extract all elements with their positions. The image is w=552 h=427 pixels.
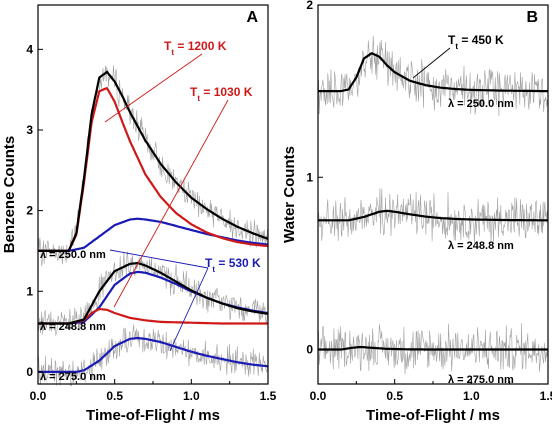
fit-curve-red-1	[38, 87, 269, 252]
y-tick-label: 1	[26, 284, 33, 298]
x-tick-label: 0.5	[106, 389, 123, 403]
fit-curve-blue-1	[38, 217, 269, 252]
y-tick-label: 3	[26, 123, 33, 137]
wavelength-label-3: λ = 275.0 nm	[448, 374, 514, 386]
wavelength-label-1: λ = 250.0 nm	[448, 98, 514, 110]
fit-curve-blue-3	[38, 336, 269, 373]
annotation-temperature-2: Tt = 1030 K	[190, 85, 253, 103]
annotation-leader-line-3	[109, 249, 209, 269]
y-axis-label: Water Counts	[281, 146, 298, 243]
y-tick-label: 1	[306, 170, 313, 184]
y-tick-label: 0	[26, 365, 33, 379]
fit-curve-fit-1	[38, 70, 269, 252]
x-axis-label: Time-of-Flight / ms	[366, 407, 500, 424]
y-tick-label: 2	[26, 204, 33, 218]
wavelength-label-2: λ = 248.8 nm	[40, 321, 106, 333]
panel-label: A	[246, 9, 258, 26]
annotation-leader-line-1	[104, 53, 203, 123]
x-tick-label: 1.5	[540, 389, 552, 403]
fit-curve-fit-2	[38, 261, 269, 325]
wavelength-label-2: λ = 248.8 nm	[448, 240, 514, 252]
annotation-temperature-1: Tt = 1200 K	[164, 39, 227, 57]
annotation-leader-line-1	[412, 47, 451, 79]
fit-curve-fit-3	[318, 345, 548, 351]
y-axis-label: Benzene Counts	[1, 136, 18, 254]
annotation-leader-line-2	[113, 99, 229, 308]
annotation-leader-line-3	[169, 267, 209, 352]
panel-label: B	[526, 9, 538, 26]
fit-curve-red-2	[38, 307, 268, 325]
raw-data-trace-3	[317, 323, 548, 375]
raw-data-trace-2	[317, 188, 548, 244]
x-tick-label: 0.0	[310, 389, 327, 403]
wavelength-label-3: λ = 275.0 nm	[40, 371, 106, 383]
y-tick-label: 2	[306, 0, 313, 12]
x-tick-label: 0.5	[386, 389, 403, 403]
x-tick-label: 1.0	[463, 389, 480, 403]
annotation-temperature-3: Tt = 530 K	[205, 256, 261, 274]
fit-curve-blue-2	[38, 270, 269, 325]
wavelength-label-1: λ = 250.0 nm	[40, 249, 106, 261]
x-axis-label: Time-of-Flight / ms	[86, 407, 220, 424]
y-tick-label: 4	[26, 42, 33, 56]
panel-a: 0.0 0.5 1.0 1.5 0 1 2 3 4 Time-of-Flight / ms Benz…	[1, 4, 277, 424]
y-tick-label: 0	[306, 343, 313, 357]
x-tick-label: 1.5	[260, 389, 277, 403]
panel-b: 0.0 0.5 1.0 1.5 0 1 2 Time-of-Flight / ms Water …	[281, 0, 552, 424]
fit-curve-fit-1	[318, 52, 548, 93]
x-tick-label: 1.0	[183, 389, 200, 403]
fit-curve-fit-2	[318, 209, 548, 222]
x-tick-label: 0.0	[30, 389, 47, 403]
raw-data-trace-3	[37, 324, 268, 387]
annotation-temperature-1: Tt = 450 K	[448, 33, 504, 51]
